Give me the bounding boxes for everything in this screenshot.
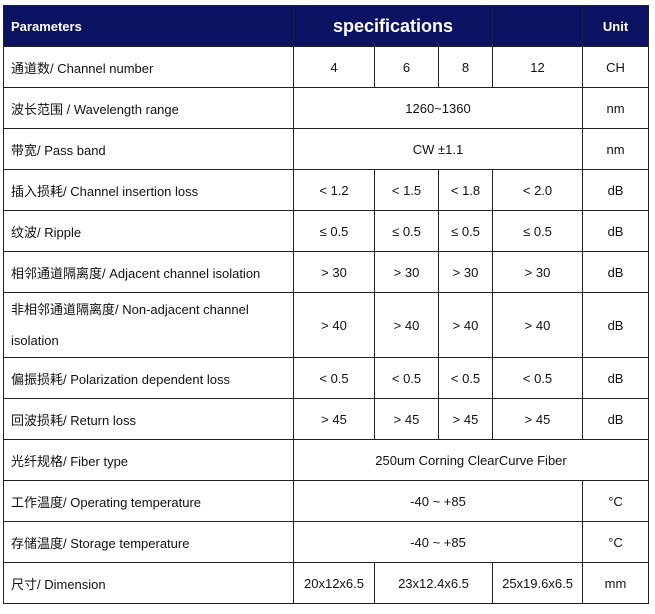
- unit-cell: dB: [582, 169, 650, 211]
- table-row: 波长范围 / Wavelength range 1260~1360 nm: [3, 87, 650, 129]
- value-cell: < 0.5: [374, 357, 439, 399]
- parameter-cell: 非相邻通道隔离度/ Non-adjacent channel isolation: [3, 292, 294, 358]
- value-cell: > 30: [293, 251, 375, 293]
- value-cell: ≤ 0.5: [293, 210, 375, 252]
- value-cell: -40 ~ +85: [292, 480, 584, 522]
- parameter-cell: 偏振损耗/ Polarization dependent loss: [3, 357, 294, 399]
- table-row: 尺寸/ Dimension 20x12x6.5 23x12.4x6.5 25x19.6…: [3, 562, 650, 604]
- parameter-cell: 尺寸/ Dimension: [3, 562, 294, 604]
- value-cell: 6: [374, 46, 439, 88]
- value-cell: < 0.5: [492, 357, 584, 399]
- value-cell: > 30: [492, 251, 584, 293]
- value-cell: < 1.5: [374, 169, 439, 211]
- unit-cell: mm: [582, 562, 650, 604]
- unit-cell: nm: [582, 128, 650, 170]
- parameter-cell: 纹波/ Ripple: [3, 210, 294, 252]
- header-empty: [492, 5, 584, 47]
- value-cell: < 1.8: [437, 169, 494, 211]
- unit-cell: dB: [582, 398, 650, 440]
- value-cell: ≤ 0.5: [437, 210, 494, 252]
- value-cell: < 1.2: [293, 169, 375, 211]
- parameter-cell: 带宽/ Pass band: [3, 128, 294, 170]
- unit-cell: °C: [582, 521, 650, 563]
- value-cell: > 40: [374, 292, 439, 358]
- value-cell: > 40: [492, 292, 584, 358]
- table-row: 存储温度/ Storage temperature -40 ~ +85 °C: [3, 521, 650, 563]
- unit-cell: dB: [582, 251, 650, 293]
- parameter-cell: 回波损耗/ Return loss: [3, 398, 294, 440]
- value-cell: 250um Corning ClearCurve Fiber: [292, 439, 650, 481]
- table-row: 工作温度/ Operating temperature -40 ~ +85 °C: [3, 480, 650, 522]
- value-cell: > 45: [437, 398, 494, 440]
- value-cell: > 45: [374, 398, 439, 440]
- table-row: 光纤规格/ Fiber type 250um Corning ClearCurve…: [3, 439, 650, 481]
- table-row: 非相邻通道隔离度/ Non-adjacent channel isolation…: [3, 292, 650, 358]
- header-unit: Unit: [582, 5, 650, 47]
- parameter-cell: 插入损耗/ Channel insertion loss: [3, 169, 294, 211]
- value-cell: < 0.5: [437, 357, 494, 399]
- parameter-cell: 波长范围 / Wavelength range: [3, 87, 294, 129]
- unit-cell: CH: [582, 46, 650, 88]
- value-cell: 20x12x6.5: [293, 562, 375, 604]
- value-cell: -40 ~ +85: [292, 521, 584, 563]
- header-parameters: Parameters: [3, 5, 294, 47]
- header-row: Parameters specifications Unit: [3, 5, 650, 47]
- table-row: 回波损耗/ Return loss > 45 > 45 > 45 > 45 dB: [3, 398, 650, 440]
- value-cell: 25x19.6x6.5: [492, 562, 584, 604]
- specifications-table: Parameters specifications Unit 通道数/ Chan…: [3, 5, 650, 604]
- value-cell: 23x12.4x6.5: [373, 562, 494, 604]
- parameter-cell: 存储温度/ Storage temperature: [3, 521, 294, 563]
- value-cell: 1260~1360: [292, 87, 584, 129]
- value-cell: 4: [293, 46, 375, 88]
- value-cell: > 45: [492, 398, 584, 440]
- table-row: 通道数/ Channel number 4 6 8 12 CH: [3, 46, 650, 88]
- header-specifications: specifications: [292, 5, 494, 47]
- value-cell: ≤ 0.5: [492, 210, 584, 252]
- table-row: 插入损耗/ Channel insertion loss < 1.2 < 1.5 < …: [3, 169, 650, 211]
- table-row: 相邻通道隔离度/ Adjacent channel isolation > 30 >…: [3, 251, 650, 293]
- parameter-cell: 相邻通道隔离度/ Adjacent channel isolation: [3, 251, 294, 293]
- table-row: 纹波/ Ripple ≤ 0.5 ≤ 0.5 ≤ 0.5 ≤ 0.5 dB: [3, 210, 650, 252]
- value-cell: ≤ 0.5: [374, 210, 439, 252]
- unit-cell: °C: [582, 480, 650, 522]
- value-cell: > 40: [437, 292, 494, 358]
- table-row: 偏振损耗/ Polarization dependent loss < 0.5 < …: [3, 357, 650, 399]
- value-cell: 8: [437, 46, 494, 88]
- parameter-cell: 光纤规格/ Fiber type: [3, 439, 294, 481]
- unit-cell: nm: [582, 87, 650, 129]
- unit-cell: dB: [582, 357, 650, 399]
- value-cell: > 40: [293, 292, 375, 358]
- unit-cell: dB: [582, 210, 650, 252]
- value-cell: < 2.0: [492, 169, 584, 211]
- parameter-cell: 工作温度/ Operating temperature: [3, 480, 294, 522]
- value-cell: CW ±1.1: [292, 128, 584, 170]
- table-row: 带宽/ Pass band CW ±1.1 nm: [3, 128, 650, 170]
- value-cell: 12: [492, 46, 584, 88]
- value-cell: > 30: [374, 251, 439, 293]
- value-cell: < 0.5: [293, 357, 375, 399]
- value-cell: > 30: [437, 251, 494, 293]
- value-cell: > 45: [293, 398, 375, 440]
- unit-cell: dB: [582, 292, 650, 358]
- parameter-cell: 通道数/ Channel number: [3, 46, 294, 88]
